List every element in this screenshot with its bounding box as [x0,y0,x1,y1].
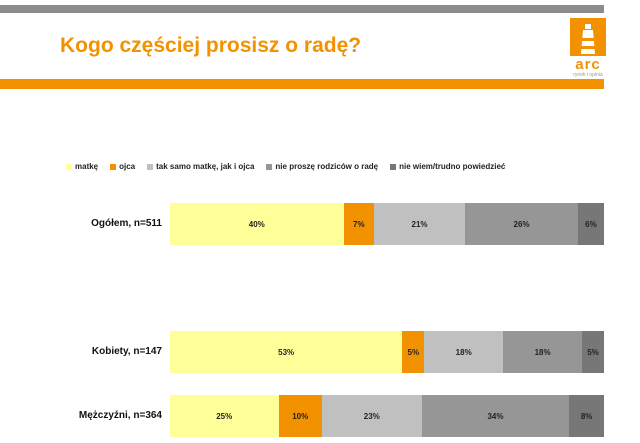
legend-label: ojca [119,162,136,171]
data-label: 7% [353,219,365,229]
bar-segment: 18% [503,331,583,373]
legend-item: nie wiem/trudno powiedzieć [390,162,505,171]
legend-swatch [266,163,273,170]
logo-subtext: rynek i opinia [573,72,603,78]
legend-item: matkę [66,162,98,171]
data-label: 25% [216,411,233,421]
bar-segment: 5% [582,331,604,373]
bar-segment: 53% [170,331,403,373]
legend-item: nie proszę rodziców o radę [266,162,378,171]
data-label: 40% [248,219,265,229]
category-label: Mężczyźni, n=364 [78,410,162,421]
bar-segment: 23% [321,395,422,437]
category-label: Kobiety, n=147 [91,346,162,357]
legend-swatch [66,163,72,170]
logo-text: arc [575,56,601,73]
stacked-bar: 40% 7% 21% 26% 6% [170,203,604,245]
data-label: 5% [587,347,599,357]
bar-segment: 26% [465,203,578,245]
logo-lighthouse-icon [570,18,606,56]
data-label: 26% [513,219,530,229]
data-label: 18% [455,347,472,357]
data-label: 23% [363,411,380,421]
orange-divider-bar [0,79,604,89]
chart-legend: matkę ojca tak samo matkę, jak i ojca nie p… [66,162,517,171]
legend-item: tak samo matkę, jak i ojca [147,162,254,171]
legend-swatch [390,163,397,170]
data-label: 6% [585,219,597,229]
legend-swatch [110,163,117,170]
slide-title: Kogo częściej prosisz o radę? [60,34,362,57]
legend-label: tak samo matkę, jak i ojca [156,162,255,171]
data-label: 10% [292,411,309,421]
data-label: 53% [278,347,295,357]
bar-segment: 6% [577,203,604,245]
bar-segment: 25% [170,395,279,437]
legend-swatch [147,163,154,170]
data-label: 18% [534,347,551,357]
bar-segment: 40% [170,203,344,245]
bar-segment: 34% [421,395,570,437]
legend-label: nie proszę rodziców o radę [275,162,379,171]
data-label: 8% [580,411,593,421]
legend-label: matkę [75,162,99,171]
data-label: 21% [411,219,428,229]
top-gray-bar [0,5,604,13]
bar-segment: 21% [373,203,466,245]
data-label: 5% [407,347,420,357]
bar-segment: 8% [569,395,604,437]
legend-label: nie wiem/trudno powiedzieć [399,162,506,171]
stacked-bar: 53% 5% 18% 18% 5% [170,331,604,373]
arc-logo: arc rynek i opinia [566,18,610,80]
legend-item: ojca [110,162,135,171]
bar-segment: 5% [402,331,425,373]
data-label: 34% [487,411,504,421]
category-label: Ogółem, n=511 [91,218,162,229]
stacked-bar: 25% 10% 23% 34% 8% [170,395,604,437]
bar-segment: 18% [424,331,504,373]
bar-segment: 10% [278,395,322,437]
bar-segment: 7% [343,203,374,245]
